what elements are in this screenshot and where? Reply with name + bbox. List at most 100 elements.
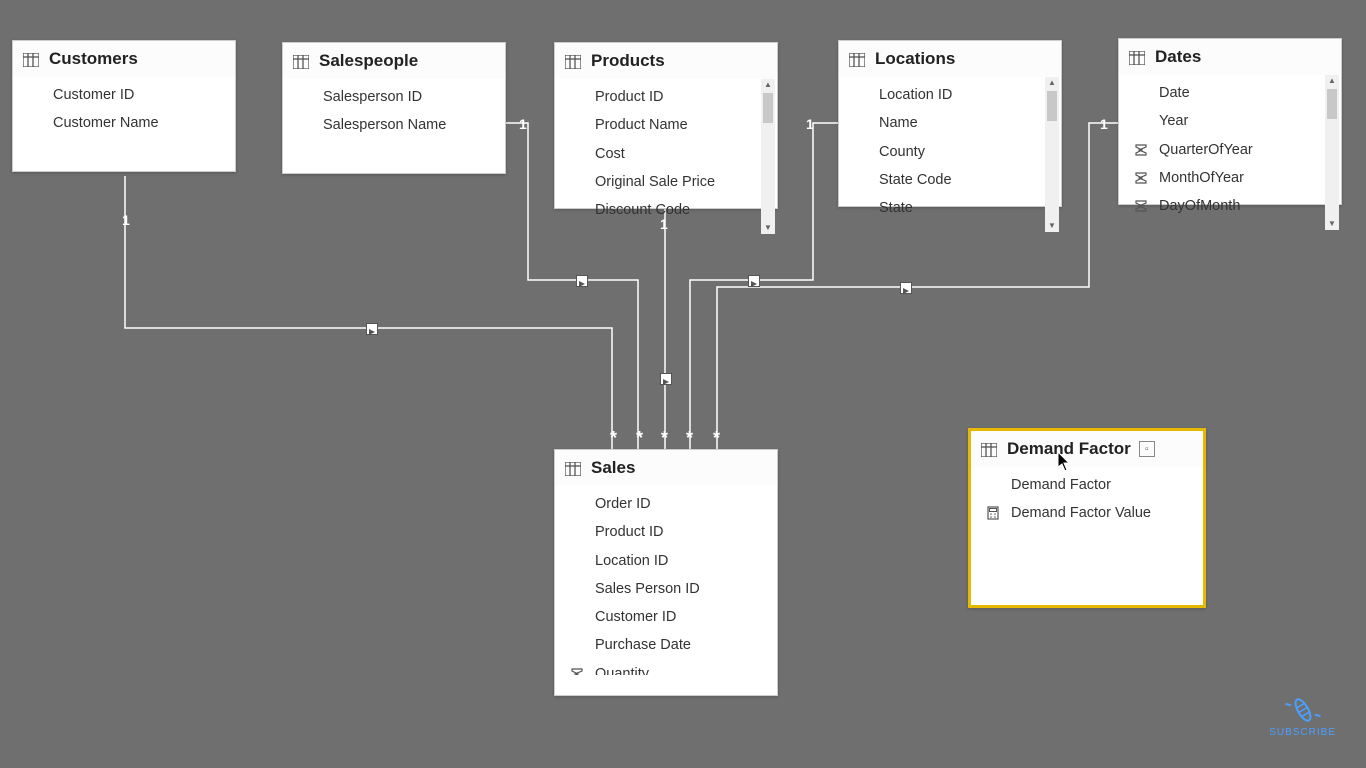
- table-demand-factor[interactable]: Demand Factor ▫ Demand FactorDemand Fact…: [968, 428, 1206, 608]
- field-row[interactable]: Customer ID: [555, 603, 777, 631]
- field-row[interactable]: Cost: [555, 140, 777, 168]
- field-row[interactable]: Quantity: [555, 660, 777, 675]
- scroll-thumb[interactable]: [1327, 89, 1337, 119]
- scroll-up-icon[interactable]: ▲: [1048, 77, 1056, 89]
- filter-direction-icon: [660, 373, 672, 385]
- field-row[interactable]: Name: [839, 109, 1061, 137]
- table-title: Demand Factor: [1007, 439, 1131, 459]
- field-row[interactable]: Location ID: [839, 81, 1061, 109]
- table-sales[interactable]: Sales Order ID Product ID Location ID Sales…: [554, 449, 778, 696]
- field-row[interactable]: Salesperson ID: [283, 83, 505, 111]
- cardinality-many: *: [610, 428, 617, 449]
- field-row[interactable]: Demand Factor Value: [971, 499, 1203, 527]
- table-header-products[interactable]: Products: [555, 43, 777, 79]
- field-row[interactable]: Purchase Date: [555, 631, 777, 659]
- scroll-thumb[interactable]: [763, 93, 773, 123]
- table-locations[interactable]: Locations Location ID Name CountyState Cod…: [838, 40, 1062, 207]
- sigma-icon: [1133, 171, 1149, 185]
- scroll-down-icon[interactable]: ▼: [1048, 220, 1056, 232]
- table-header-dates[interactable]: Dates: [1119, 39, 1341, 75]
- field-label: DayOfMonth: [1159, 196, 1240, 216]
- field-row[interactable]: DayOfMonth: [1119, 192, 1341, 220]
- scrollbar[interactable]: ▲▼: [1045, 77, 1059, 232]
- table-header-salespeople[interactable]: Salespeople: [283, 43, 505, 79]
- table-title: Locations: [875, 49, 955, 69]
- field-row[interactable]: Location ID: [555, 547, 777, 575]
- scroll-up-icon[interactable]: ▲: [1328, 75, 1336, 87]
- field-label: Order ID: [595, 494, 651, 514]
- field-label: Purchase Date: [595, 635, 691, 655]
- field-row[interactable]: Original Sale Price: [555, 168, 777, 196]
- field-label: Date: [1159, 83, 1190, 103]
- field-label: Name: [879, 113, 918, 133]
- table-icon: [1129, 50, 1145, 64]
- field-row[interactable]: Salesperson Name: [283, 111, 505, 139]
- field-list-products: Product ID Product NameCostOriginal Sale …: [555, 79, 777, 234]
- filter-direction-icon: [576, 275, 588, 287]
- field-row[interactable]: Year: [1119, 107, 1341, 135]
- table-icon: [565, 461, 581, 475]
- field-row[interactable]: Sales Person ID: [555, 575, 777, 603]
- filter-direction-icon: [900, 282, 912, 294]
- table-customers[interactable]: Customers Customer ID Customer Name: [12, 40, 236, 172]
- table-products[interactable]: Products Product ID Product NameCostOrigi…: [554, 42, 778, 209]
- field-row[interactable]: Customer Name: [13, 109, 235, 137]
- cardinality-one: 1: [1100, 116, 1108, 132]
- field-label: Salesperson ID: [323, 87, 422, 107]
- field-list-locations: Location IDNameCountyState CodeState▲▼: [839, 77, 1061, 232]
- scroll-up-icon[interactable]: ▲: [764, 79, 772, 91]
- field-row[interactable]: Product ID: [555, 518, 777, 546]
- field-label: Salesperson Name: [323, 115, 446, 135]
- filter-direction-icon: [366, 323, 378, 335]
- field-row[interactable]: Demand Factor: [971, 471, 1203, 499]
- field-row[interactable]: Product Name: [555, 111, 777, 139]
- filter-direction-icon: [748, 275, 760, 287]
- cardinality-many: *: [636, 428, 643, 449]
- field-row[interactable]: State: [839, 194, 1061, 222]
- scroll-down-icon[interactable]: ▼: [764, 222, 772, 234]
- field-row[interactable]: QuarterOfYear: [1119, 136, 1341, 164]
- scrollbar[interactable]: ▲▼: [761, 79, 775, 234]
- field-row[interactable]: State Code: [839, 166, 1061, 194]
- field-row[interactable]: Discount Code: [555, 196, 777, 224]
- field-row[interactable]: Customer ID: [13, 81, 235, 109]
- table-header-locations[interactable]: Locations: [839, 41, 1061, 77]
- field-label: Product ID: [595, 87, 664, 107]
- field-list-demand-factor: Demand Factor Demand Factor Value: [971, 467, 1203, 538]
- table-header-customers[interactable]: Customers: [13, 41, 235, 77]
- cardinality-one: 1: [806, 116, 814, 132]
- table-icon: [293, 54, 309, 68]
- scroll-thumb[interactable]: [1047, 91, 1057, 121]
- table-title: Dates: [1155, 47, 1201, 67]
- field-label: State: [879, 198, 913, 218]
- field-label: Quantity: [595, 664, 649, 675]
- field-row[interactable]: Product ID: [555, 83, 777, 111]
- field-label: Sales Person ID: [595, 579, 700, 599]
- table-icon: [23, 52, 39, 66]
- table-header-sales[interactable]: Sales: [555, 450, 777, 486]
- table-dates[interactable]: Dates DateYearQuarterOfYearMonthOfYearDa…: [1118, 38, 1342, 205]
- field-list-customers: Customer ID Customer Name: [13, 77, 235, 148]
- sigma-icon: [1133, 143, 1149, 157]
- field-label: Customer Name: [53, 113, 159, 133]
- table-icon: [565, 54, 581, 68]
- sigma-icon: [569, 667, 585, 675]
- table-title: Products: [591, 51, 665, 71]
- field-label: Demand Factor Value: [1011, 503, 1151, 523]
- field-row[interactable]: Order ID: [555, 490, 777, 518]
- table-header-demand-factor[interactable]: Demand Factor ▫: [971, 431, 1203, 467]
- field-row[interactable]: Date: [1119, 79, 1341, 107]
- field-list-dates: Date YearQuarterOfYearMonthOfYear DayOfMon…: [1119, 75, 1341, 230]
- field-label: Product ID: [595, 522, 664, 542]
- collapse-icon[interactable]: ▫: [1139, 441, 1155, 457]
- table-icon: [981, 442, 997, 456]
- field-row[interactable]: County: [839, 138, 1061, 166]
- field-label: Customer ID: [53, 85, 134, 105]
- scrollbar[interactable]: ▲▼: [1325, 75, 1339, 230]
- field-label: Customer ID: [595, 607, 676, 627]
- cardinality-many: *: [661, 428, 668, 449]
- field-row[interactable]: MonthOfYear: [1119, 164, 1341, 192]
- scroll-down-icon[interactable]: ▼: [1328, 218, 1336, 230]
- cardinality-many: *: [686, 428, 693, 449]
- table-salespeople[interactable]: Salespeople Salesperson ID Salesperson Na…: [282, 42, 506, 174]
